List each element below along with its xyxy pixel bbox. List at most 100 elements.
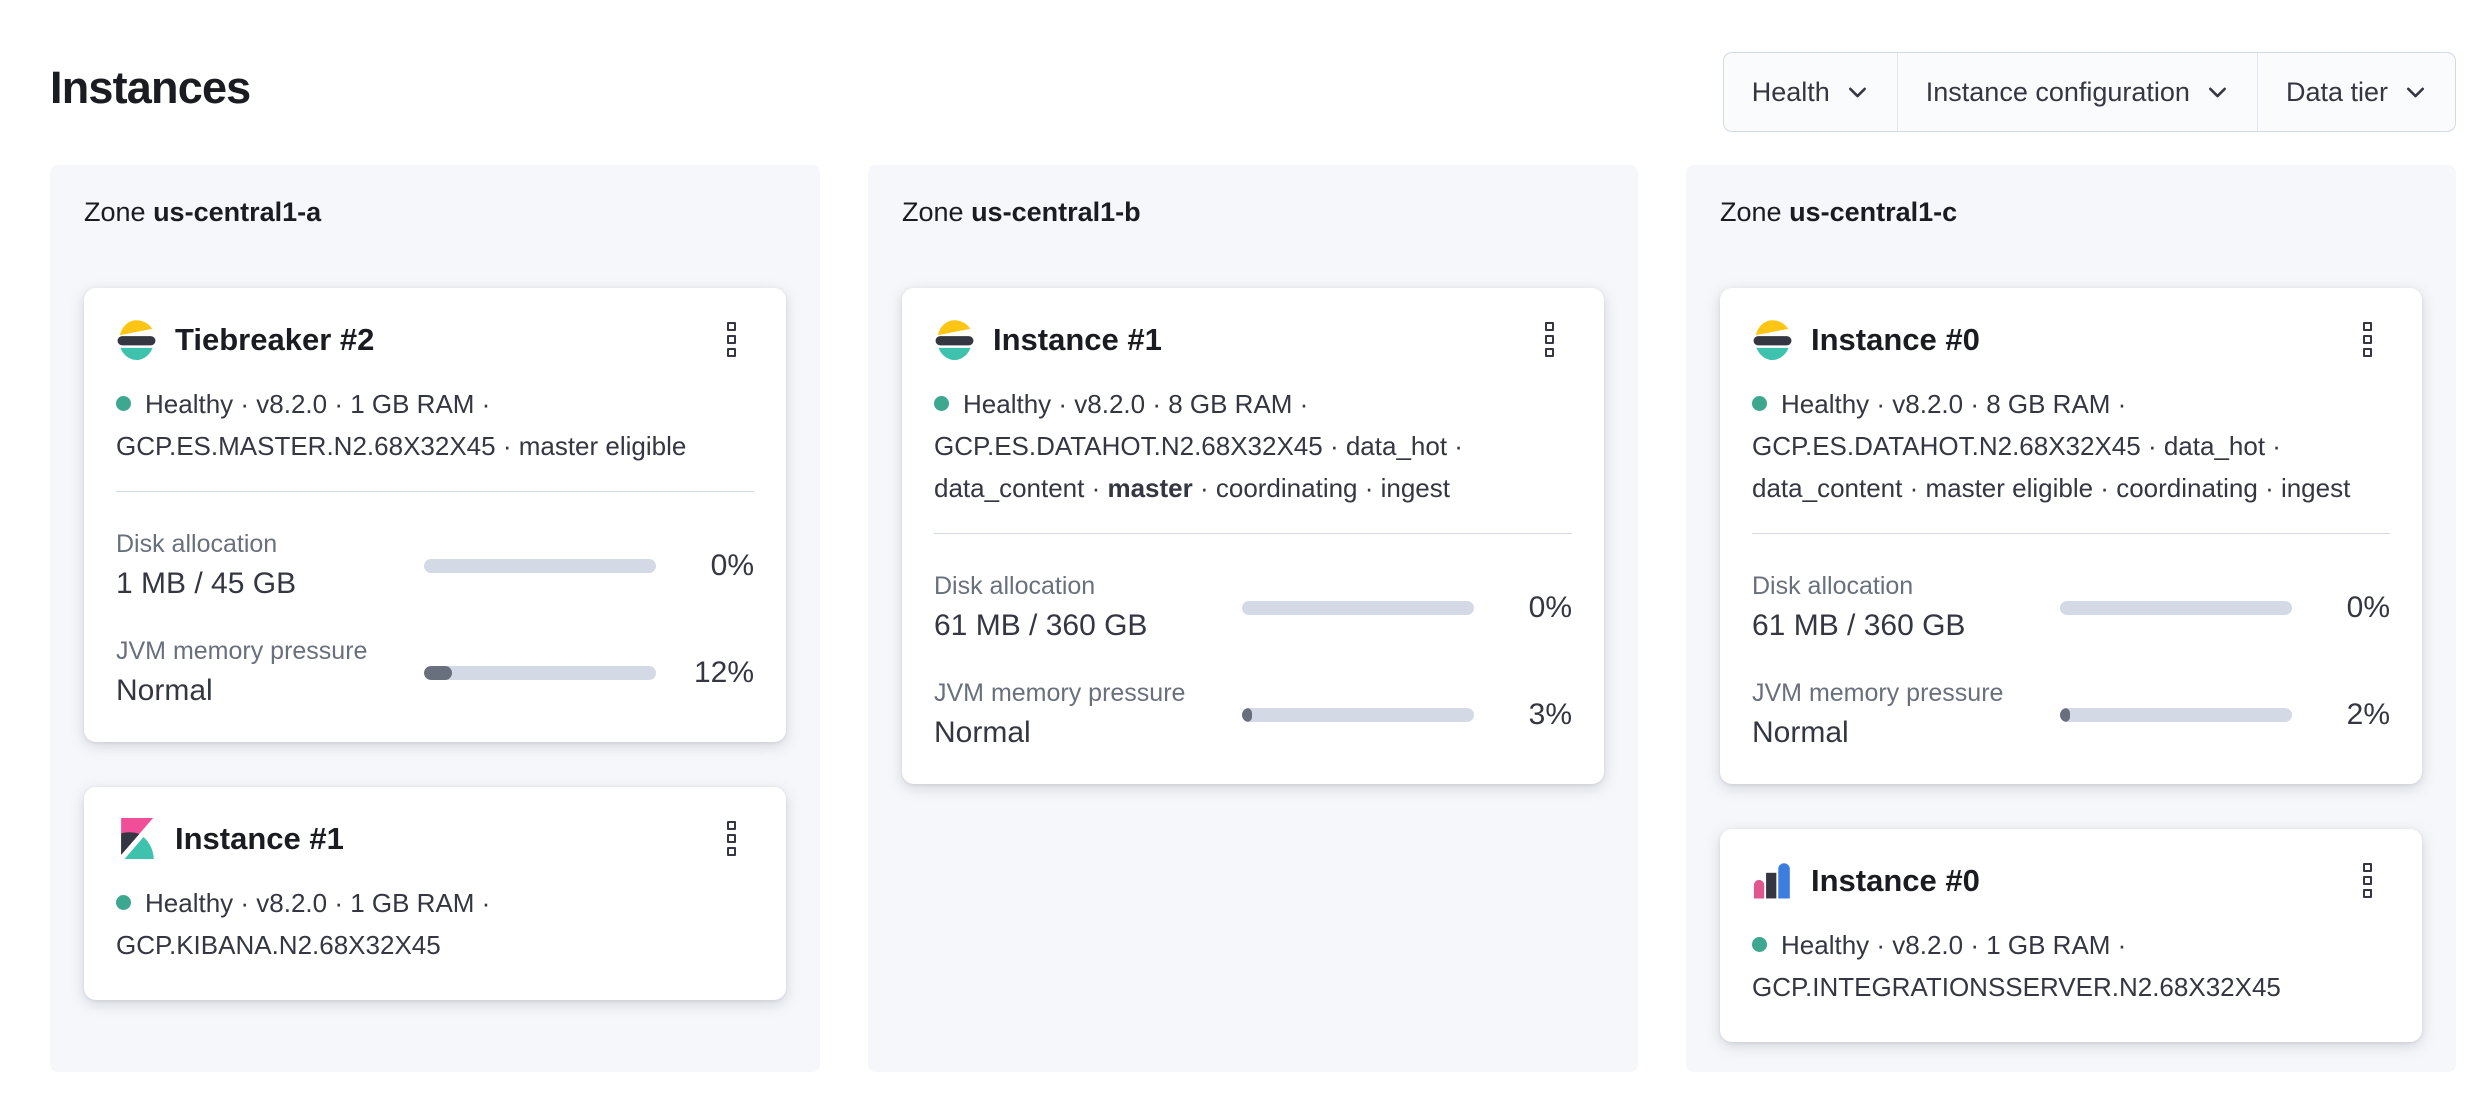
- metrics: Disk allocation 61 MB / 360 GB 0% JVM me…: [934, 536, 1572, 750]
- instance-logo: [116, 319, 157, 360]
- metric-value: Normal: [934, 716, 1031, 749]
- metric-progress-bar: [2060, 707, 2292, 722]
- metrics: Disk allocation 61 MB / 360 GB 0% JVM me…: [1752, 536, 2390, 750]
- filter-dropdown-button[interactable]: Instance configuration: [1896, 53, 2257, 131]
- integrations-server-logo-icon: [1753, 863, 1790, 899]
- instance-card-header: Tiebreaker #2: [116, 318, 754, 361]
- instance-status: Healthy · v8.2.0 · 1 GB RAM · GCP.KIBANA…: [116, 882, 754, 966]
- zones: Zone us-central1-a Tiebreaker #2 Healthy…: [50, 165, 2456, 1072]
- instance-card-header: Instance #1: [116, 817, 754, 860]
- kibana-logo-icon: [121, 818, 154, 859]
- metric-row: JVM memory pressure Normal 12%: [116, 637, 754, 708]
- elasticsearch-logo-icon: [1753, 320, 1792, 360]
- healthy-status-dot: [116, 396, 131, 411]
- zone-name: us-central1-b: [971, 197, 1141, 227]
- metric-label: JVM memory pressure: [934, 679, 1186, 707]
- metric-text: JVM memory pressure Normal: [116, 637, 424, 708]
- instance-actions-menu-button[interactable]: [2357, 859, 2378, 902]
- zone-label: Zone us-central1-b: [902, 197, 1604, 228]
- metric-progress-bar: [424, 665, 656, 680]
- metric-percent: 0%: [2346, 590, 2390, 624]
- filter-label: Data tier: [2285, 76, 2388, 107]
- instance-card-header: Instance #1: [934, 318, 1572, 361]
- instance-status: Healthy · v8.2.0 · 1 GB RAM · GCP.INTEGR…: [1752, 924, 2390, 1008]
- zone-panel: Zone us-central1-c Instance #0 Healthy ·…: [1686, 165, 2456, 1072]
- boxes-vertical-icon: [2363, 863, 2372, 872]
- metric-progress-bar: [1242, 600, 1474, 615]
- status-segment: master: [1107, 473, 1193, 503]
- metric-progress-fill: [1242, 707, 1252, 722]
- metric-progress-fill: [2060, 707, 2070, 722]
- instance-title: Instance #1: [175, 820, 344, 856]
- metric-progress-bar: [424, 558, 656, 573]
- filter-bar: Health Instance configuration Data tier: [1722, 52, 2456, 132]
- zone-label-prefix: Zone: [902, 197, 964, 227]
- metric-row: JVM memory pressure Normal 3%: [934, 679, 1572, 750]
- metric-text: JVM memory pressure Normal: [934, 679, 1242, 750]
- metric-percent: 12%: [693, 655, 754, 689]
- instance-logo: [934, 319, 975, 360]
- instance-actions-menu-button[interactable]: [1539, 318, 1560, 361]
- metric-row: JVM memory pressure Normal 2%: [1752, 679, 2390, 750]
- zone-panel: Zone us-central1-b Instance #1 Healthy ·…: [868, 165, 1638, 1072]
- metric-text: Disk allocation 1 MB / 45 GB: [116, 530, 424, 601]
- metric-value: Normal: [1752, 716, 1849, 749]
- metric-progress-bar: [1242, 707, 1474, 722]
- chevron-down-icon: [1848, 87, 1866, 97]
- instance-card: Instance #1 Healthy · v8.2.0 · 8 GB RAM …: [902, 288, 1604, 784]
- instance-logo: [1752, 319, 1793, 360]
- status-segment: Healthy · v8.2.0 · 1 GB RAM · GCP.ES.MAS…: [116, 389, 687, 461]
- healthy-status-dot: [116, 895, 131, 910]
- metric-row: Disk allocation 1 MB / 45 GB 0%: [116, 530, 754, 601]
- metric-percent: 3%: [1528, 697, 1572, 731]
- metric-value: 61 MB / 360 GB: [934, 609, 1148, 642]
- page-header: Instances Health Instance configuration …: [0, 0, 2490, 132]
- zone-name: us-central1-a: [153, 197, 322, 227]
- status-segment: Healthy · v8.2.0 · 8 GB RAM · GCP.ES.DAT…: [1752, 389, 2351, 503]
- metric-percent: 0%: [710, 548, 754, 582]
- zone-label: Zone us-central1-c: [1720, 197, 2422, 228]
- instance-actions-menu-button[interactable]: [721, 817, 742, 860]
- metric-label: Disk allocation: [934, 572, 1096, 600]
- healthy-status-dot: [934, 396, 949, 411]
- metric-value: Normal: [116, 674, 213, 707]
- boxes-vertical-icon: [2363, 322, 2372, 331]
- metric-text: Disk allocation 61 MB / 360 GB: [934, 572, 1242, 643]
- healthy-status-dot: [1752, 396, 1767, 411]
- instance-title: Instance #0: [1811, 321, 1980, 357]
- metric-value: 1 MB / 45 GB: [116, 567, 297, 600]
- card-divider: [116, 491, 754, 492]
- instance-status: Healthy · v8.2.0 · 8 GB RAM · GCP.ES.DAT…: [1752, 383, 2390, 509]
- metric-progress-fill: [424, 665, 452, 680]
- status-segment: Healthy · v8.2.0 · 1 GB RAM · GCP.INTEGR…: [1752, 930, 2281, 1002]
- zone-cards: Instance #0 Healthy · v8.2.0 · 8 GB RAM …: [1720, 288, 2422, 1042]
- instance-logo: [116, 818, 157, 859]
- instance-card-header: Instance #0: [1752, 318, 2390, 361]
- zone-name: us-central1-c: [1789, 197, 1958, 227]
- elasticsearch-logo-icon: [935, 320, 974, 360]
- metric-label: Disk allocation: [1752, 572, 1914, 600]
- filter-label: Health: [1751, 76, 1830, 107]
- card-divider: [1752, 533, 2390, 534]
- zone-panel: Zone us-central1-a Tiebreaker #2 Healthy…: [50, 165, 820, 1072]
- status-segment: Healthy · v8.2.0 · 1 GB RAM · GCP.KIBANA…: [116, 888, 491, 960]
- metric-percent: 0%: [1528, 590, 1572, 624]
- elasticsearch-logo-icon: [117, 320, 156, 360]
- status-segment: Healthy · v8.2.0 · 8 GB RAM · GCP.ES.DAT…: [934, 389, 1463, 503]
- instance-actions-menu-button[interactable]: [721, 318, 742, 361]
- page-title: Instances: [50, 62, 251, 113]
- filter-dropdown-button[interactable]: Health: [1724, 53, 1897, 131]
- instance-actions-menu-button[interactable]: [2357, 318, 2378, 361]
- metric-value: 61 MB / 360 GB: [1752, 609, 1966, 642]
- instance-title: Tiebreaker #2: [175, 321, 375, 357]
- boxes-vertical-icon: [727, 322, 736, 331]
- instance-logo: [1752, 860, 1793, 901]
- instance-card-header: Instance #0: [1752, 859, 2390, 902]
- filter-dropdown-button[interactable]: Data tier: [2256, 53, 2455, 131]
- metric-label: Disk allocation: [116, 530, 278, 558]
- instance-status: Healthy · v8.2.0 · 8 GB RAM · GCP.ES.DAT…: [934, 383, 1572, 509]
- metric-row: Disk allocation 61 MB / 360 GB 0%: [934, 572, 1572, 643]
- chevron-down-icon: [2407, 87, 2424, 97]
- boxes-vertical-icon: [1545, 322, 1554, 331]
- instance-card: Instance #0 Healthy · v8.2.0 · 1 GB RAM …: [1720, 829, 2422, 1042]
